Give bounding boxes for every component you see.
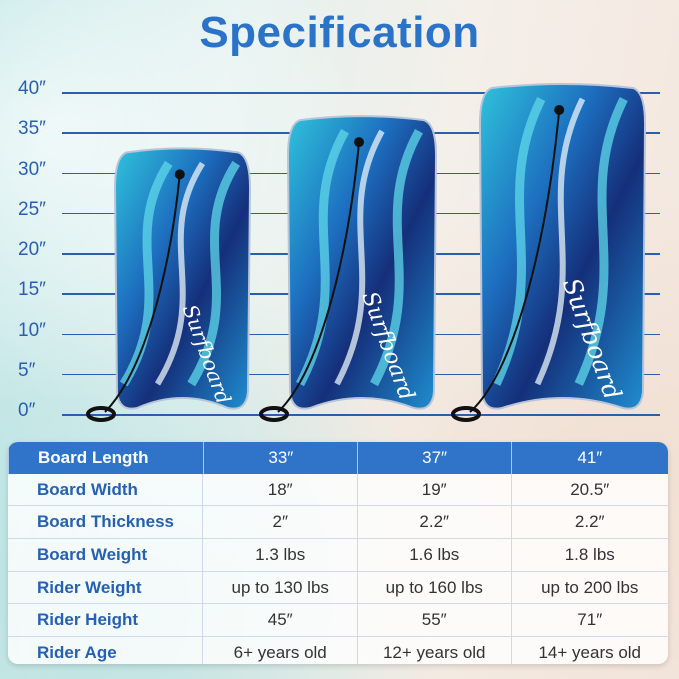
table-row: Rider Weight up to 130 lbs up to 160 lbs up… — [8, 571, 669, 605]
table-cell: 33″ — [203, 442, 357, 474]
row-label: Rider Height — [37, 610, 139, 630]
scale-label: 25″ — [18, 198, 46, 220]
table-row: Board Width 18″ 19″ 20.5″ — [8, 473, 669, 507]
table-cell: up to 200 lbs — [510, 571, 669, 604]
board-swirl — [119, 160, 173, 387]
board-swirl — [534, 97, 586, 386]
row-label: Rider Age — [37, 642, 117, 662]
table-cell: 55″ — [356, 604, 511, 637]
leash-cord — [277, 142, 361, 413]
scale-line — [62, 414, 660, 416]
scale-label: 5″ — [18, 359, 36, 381]
row-label: Board Width — [37, 479, 138, 499]
scale-label: 10″ — [18, 319, 46, 341]
table-row: Board Thickness 2″ 2.2″ 2.2″ — [8, 506, 669, 540]
board-swirl — [574, 96, 628, 386]
leash-cuff — [259, 406, 289, 422]
page-title: Specification — [199, 8, 480, 57]
row-label: Board Weight — [37, 544, 148, 564]
table-cell: 71″ — [510, 604, 669, 637]
board-swirl — [334, 129, 385, 386]
table-cell: 20.5″ — [510, 473, 669, 506]
table-cell: 14+ years old — [510, 637, 669, 664]
table-cell: 2.2″ — [356, 506, 511, 539]
row-label: Rider Weight — [37, 577, 142, 597]
table-cell: 19″ — [356, 473, 511, 506]
table-cell: up to 130 lbs — [202, 571, 357, 604]
leash-cord — [104, 174, 181, 413]
bodyboard: Surfboard — [259, 115, 438, 422]
leash-cuff — [86, 406, 116, 422]
scale-label: 35″ — [18, 118, 46, 140]
row-label: Board Length — [8, 442, 203, 474]
table-cell: 1.8 lbs — [510, 539, 669, 571]
scale-label: 15″ — [18, 279, 46, 301]
board-swirl — [154, 161, 206, 386]
leash-cord — [469, 109, 561, 413]
scale-label: 30″ — [18, 158, 46, 180]
table-cell: 6+ years old — [202, 637, 357, 664]
table-cell: 41″ — [510, 442, 668, 474]
table-row: Rider Height 45″ 55″ 71″ — [8, 604, 669, 638]
scale-label: 0″ — [18, 400, 36, 421]
row-label: Board Thickness — [37, 512, 174, 532]
scale-label: 20″ — [18, 239, 46, 260]
table-cell: 2.2″ — [510, 506, 669, 539]
scale-label: 40″ — [18, 78, 46, 99]
table-row: Board Weight 1.3 lbs 1.6 lbs 1.8 lbs — [8, 539, 668, 572]
bodyboard: Surfboard — [451, 82, 647, 422]
table-header-row: Board Length 33″ 37″ 41″ — [8, 442, 668, 474]
table-cell: 1.6 lbs — [356, 539, 511, 571]
table-cell: up to 160 lbs — [356, 571, 511, 604]
specification-table: Board Length 33″ 37″ 41″ Board Width 18″ 1… — [8, 442, 668, 664]
board-swirl — [370, 128, 423, 387]
table-cell: 37″ — [357, 442, 510, 474]
scale-line — [62, 92, 660, 94]
table-cell: 45″ — [202, 604, 357, 637]
table-cell: 12+ years old — [356, 637, 511, 664]
table-cell: 1.3 lbs — [202, 539, 357, 571]
table-cell: 2″ — [202, 506, 357, 539]
bodyboard: Surfboard — [86, 147, 252, 422]
table-row: Rider Age 6+ years old 12+ years old 14+ ye… — [8, 637, 668, 664]
bodyboard-illustrations: Surfboard Surfboard Surfboard — [86, 82, 647, 422]
leash-cuff — [451, 406, 481, 422]
table-cell: 18″ — [202, 473, 357, 506]
board-swirl — [187, 160, 241, 387]
